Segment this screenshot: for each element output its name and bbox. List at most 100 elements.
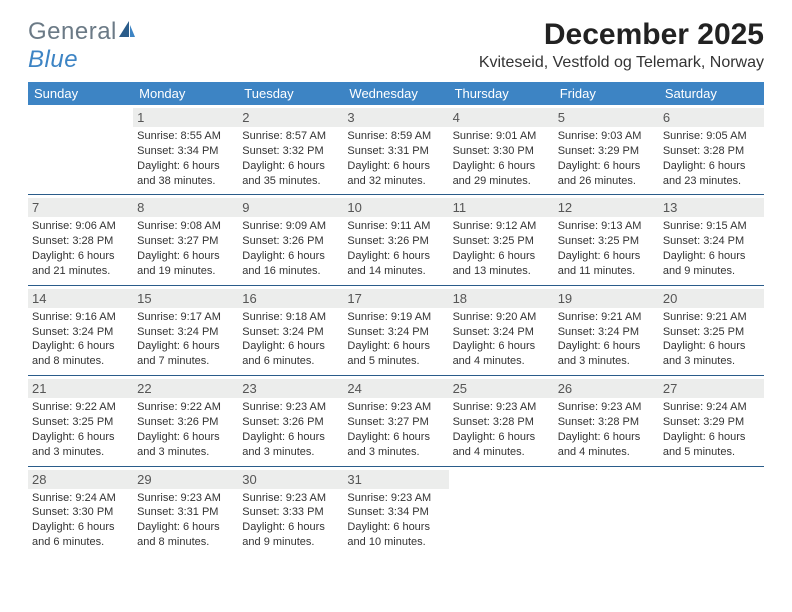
sunset-line: Sunset: 3:25 PM	[558, 234, 655, 249]
calendar-cell: 22 Sunrise: 9:22 AMSunset: 3:26 PMDayligh…	[133, 376, 238, 466]
daylight-line: Daylight: 6 hours and 13 minutes.	[453, 249, 550, 279]
daylight-line: Daylight: 6 hours and 3 minutes.	[137, 430, 234, 460]
day-number: 5	[554, 108, 659, 127]
calendar-cell: 10Sunrise: 9:11 AMSunset: 3:26 PMDayligh…	[343, 195, 448, 285]
sunrise-line: Sunrise: 9:24 AM	[663, 400, 760, 415]
sunset-line: Sunset: 3:28 PM	[32, 234, 129, 249]
calendar-row: 14Sunrise: 9:16 AMSunset: 3:24 PMDayligh…	[28, 285, 764, 375]
calendar-cell: 7 Sunrise: 9:06 AMSunset: 3:28 PMDaylight…	[28, 195, 133, 285]
col-tuesday: Tuesday	[238, 82, 343, 105]
calendar-cell	[554, 466, 659, 556]
day-number: 22	[133, 379, 238, 398]
calendar-cell	[449, 466, 554, 556]
brand-part2: Blue	[28, 46, 78, 73]
sunrise-line: Sunrise: 9:21 AM	[663, 310, 760, 325]
day-info: Sunrise: 9:08 AMSunset: 3:27 PMDaylight:…	[137, 219, 234, 278]
day-number: 7	[28, 198, 133, 217]
day-number: 1	[133, 108, 238, 127]
day-info: Sunrise: 9:23 AMSunset: 3:27 PMDaylight:…	[347, 400, 444, 459]
calendar-cell: 27Sunrise: 9:24 AMSunset: 3:29 PMDayligh…	[659, 376, 764, 466]
daylight-line: Daylight: 6 hours and 7 minutes.	[137, 339, 234, 369]
day-number	[554, 470, 659, 474]
day-info: Sunrise: 9:13 AMSunset: 3:25 PMDaylight:…	[558, 219, 655, 278]
brand-text: General Blue	[28, 18, 137, 74]
col-monday: Monday	[133, 82, 238, 105]
day-number: 4	[449, 108, 554, 127]
sunset-line: Sunset: 3:24 PM	[242, 325, 339, 340]
sunset-line: Sunset: 3:34 PM	[137, 144, 234, 159]
daylight-line: Daylight: 6 hours and 38 minutes.	[137, 159, 234, 189]
day-number: 6	[659, 108, 764, 127]
daylight-line: Daylight: 6 hours and 3 minutes.	[558, 339, 655, 369]
day-number: 18	[449, 289, 554, 308]
sunrise-line: Sunrise: 9:09 AM	[242, 219, 339, 234]
daylight-line: Daylight: 6 hours and 14 minutes.	[347, 249, 444, 279]
day-info: Sunrise: 9:21 AMSunset: 3:24 PMDaylight:…	[558, 310, 655, 369]
day-number: 10	[343, 198, 448, 217]
sunset-line: Sunset: 3:26 PM	[242, 234, 339, 249]
sunrise-line: Sunrise: 9:01 AM	[453, 129, 550, 144]
day-number: 12	[554, 198, 659, 217]
day-number: 16	[238, 289, 343, 308]
daylight-line: Daylight: 6 hours and 5 minutes.	[347, 339, 444, 369]
sunrise-line: Sunrise: 9:22 AM	[137, 400, 234, 415]
sunset-line: Sunset: 3:24 PM	[137, 325, 234, 340]
day-info: Sunrise: 9:06 AMSunset: 3:28 PMDaylight:…	[32, 219, 129, 278]
day-info: Sunrise: 9:15 AMSunset: 3:24 PMDaylight:…	[663, 219, 760, 278]
daylight-line: Daylight: 6 hours and 6 minutes.	[242, 339, 339, 369]
day-info: Sunrise: 8:55 AMSunset: 3:34 PMDaylight:…	[137, 129, 234, 188]
col-sunday: Sunday	[28, 82, 133, 105]
col-wednesday: Wednesday	[343, 82, 448, 105]
sunset-line: Sunset: 3:24 PM	[347, 325, 444, 340]
sunset-line: Sunset: 3:27 PM	[137, 234, 234, 249]
daylight-line: Daylight: 6 hours and 11 minutes.	[558, 249, 655, 279]
day-number: 11	[449, 198, 554, 217]
calendar-cell: 4 Sunrise: 9:01 AMSunset: 3:30 PMDaylight…	[449, 105, 554, 195]
calendar-cell: 16Sunrise: 9:18 AMSunset: 3:24 PMDayligh…	[238, 285, 343, 375]
sunset-line: Sunset: 3:25 PM	[453, 234, 550, 249]
calendar-cell: 1 Sunrise: 8:55 AMSunset: 3:34 PMDaylight…	[133, 105, 238, 195]
sunset-line: Sunset: 3:28 PM	[453, 415, 550, 430]
day-number: 29	[133, 470, 238, 489]
sunrise-line: Sunrise: 9:21 AM	[558, 310, 655, 325]
sunrise-line: Sunrise: 9:20 AM	[453, 310, 550, 325]
title-block: December 2025 Kviteseid, Vestfold og Tel…	[479, 18, 764, 72]
calendar-cell: 25Sunrise: 9:23 AMSunset: 3:28 PMDayligh…	[449, 376, 554, 466]
day-info: Sunrise: 9:01 AMSunset: 3:30 PMDaylight:…	[453, 129, 550, 188]
day-info: Sunrise: 9:20 AMSunset: 3:24 PMDaylight:…	[453, 310, 550, 369]
day-number: 28	[28, 470, 133, 489]
calendar-row: 1 Sunrise: 8:55 AMSunset: 3:34 PMDaylight…	[28, 105, 764, 195]
daylight-line: Daylight: 6 hours and 3 minutes.	[663, 339, 760, 369]
sunrise-line: Sunrise: 9:15 AM	[663, 219, 760, 234]
daylight-line: Daylight: 6 hours and 6 minutes.	[32, 520, 129, 550]
daylight-line: Daylight: 6 hours and 3 minutes.	[32, 430, 129, 460]
daylight-line: Daylight: 6 hours and 10 minutes.	[347, 520, 444, 550]
calendar-cell: 11 Sunrise: 9:12 AMSunset: 3:25 PMDayligh…	[449, 195, 554, 285]
sunset-line: Sunset: 3:31 PM	[137, 505, 234, 520]
sunrise-line: Sunrise: 8:55 AM	[137, 129, 234, 144]
daylight-line: Daylight: 6 hours and 21 minutes.	[32, 249, 129, 279]
calendar-row: 28Sunrise: 9:24 AMSunset: 3:30 PMDayligh…	[28, 466, 764, 556]
sunset-line: Sunset: 3:25 PM	[32, 415, 129, 430]
sunrise-line: Sunrise: 9:23 AM	[453, 400, 550, 415]
calendar-cell: 26Sunrise: 9:23 AMSunset: 3:28 PMDayligh…	[554, 376, 659, 466]
brand-logo: General Blue	[28, 18, 137, 74]
day-number: 2	[238, 108, 343, 127]
sunrise-line: Sunrise: 9:23 AM	[347, 400, 444, 415]
calendar-cell: 17Sunrise: 9:19 AMSunset: 3:24 PMDayligh…	[343, 285, 448, 375]
sunset-line: Sunset: 3:26 PM	[137, 415, 234, 430]
sunset-line: Sunset: 3:28 PM	[558, 415, 655, 430]
day-info: Sunrise: 9:21 AMSunset: 3:25 PMDaylight:…	[663, 310, 760, 369]
sunset-line: Sunset: 3:30 PM	[453, 144, 550, 159]
daylight-line: Daylight: 6 hours and 16 minutes.	[242, 249, 339, 279]
sunrise-line: Sunrise: 9:12 AM	[453, 219, 550, 234]
day-number: 19	[554, 289, 659, 308]
day-number: 27	[659, 379, 764, 398]
calendar-cell: 24Sunrise: 9:23 AMSunset: 3:27 PMDayligh…	[343, 376, 448, 466]
day-info: Sunrise: 9:23 AMSunset: 3:34 PMDaylight:…	[347, 491, 444, 550]
day-number	[28, 108, 133, 112]
calendar-cell: 31Sunrise: 9:23 AMSunset: 3:34 PMDayligh…	[343, 466, 448, 556]
sunrise-line: Sunrise: 9:19 AM	[347, 310, 444, 325]
day-number: 9	[238, 198, 343, 217]
daylight-line: Daylight: 6 hours and 8 minutes.	[137, 520, 234, 550]
